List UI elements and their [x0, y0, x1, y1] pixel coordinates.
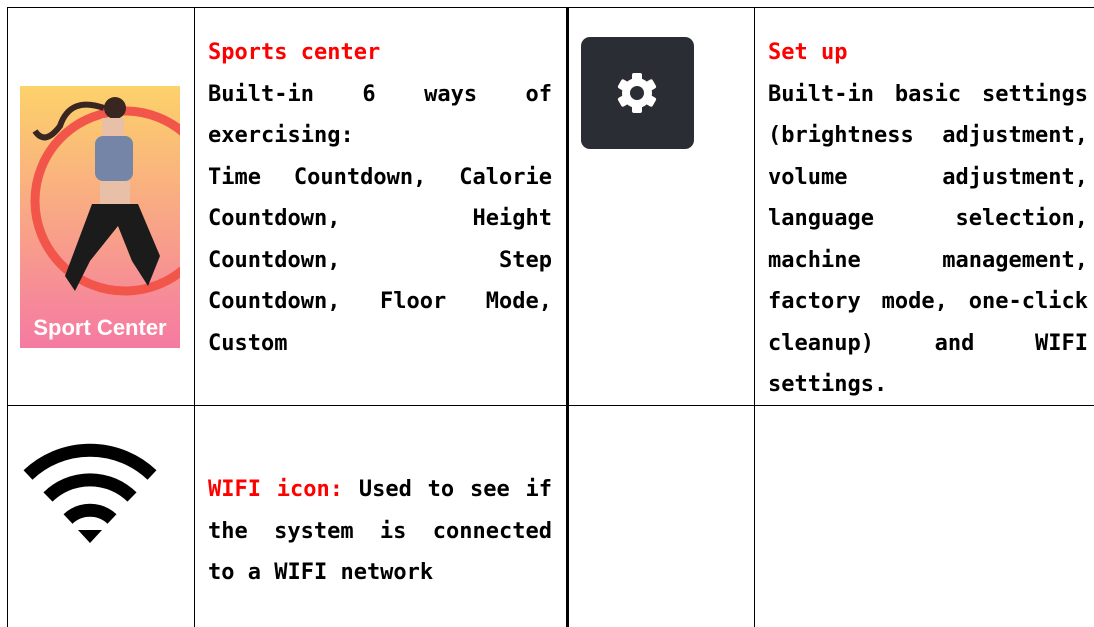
sport-center-image: Sport Center: [20, 86, 180, 348]
border: [566, 7, 569, 627]
border: [754, 7, 755, 627]
cell-text: Used to see if the system is connected t…: [208, 477, 553, 585]
paragraph: WIFI icon: Used to see if the system is …: [208, 469, 552, 594]
wifi-cell: WIFI icon: Used to see if the system is …: [208, 469, 552, 594]
cell-title: Sports center: [208, 40, 381, 65]
border: [194, 7, 195, 627]
paragraph: Built-in basic settings (brightness adju…: [768, 81, 1088, 398]
paragraph: Time Countdown, Calorie Countdown, Heigh…: [208, 164, 552, 356]
paragraph: Built-in 6 ways of exercising:: [208, 81, 552, 149]
cell-title: Set up: [768, 40, 848, 65]
setup-cell: Set up Built-in basic settings (brightne…: [768, 32, 1088, 406]
border: [7, 405, 1094, 406]
image-label: Sport Center: [33, 315, 167, 340]
border: [7, 7, 1094, 8]
border: [7, 7, 8, 627]
cell-title: WIFI icon:: [208, 477, 344, 502]
settings-icon: [581, 37, 694, 149]
sports-cell: Sports center Built-in 6 ways of exercis…: [208, 32, 552, 364]
wifi-icon: [23, 443, 157, 543]
